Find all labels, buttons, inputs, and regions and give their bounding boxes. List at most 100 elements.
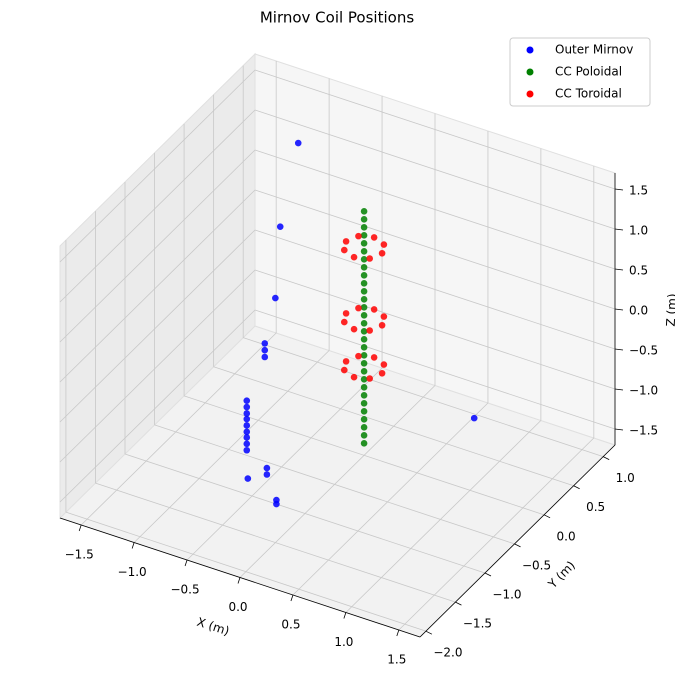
data-point — [360, 224, 368, 231]
tick-mark — [603, 456, 610, 460]
data-point — [261, 346, 269, 354]
tick-mark — [396, 629, 400, 637]
data-point — [243, 410, 251, 417]
data-point — [360, 328, 368, 335]
grid-line — [80, 332, 277, 526]
z-tick-label: 1.5 — [629, 184, 648, 198]
x-tick-label: 1.0 — [334, 635, 353, 649]
data-point — [355, 232, 362, 240]
tick-mark — [425, 630, 433, 635]
data-point — [360, 424, 368, 431]
data-point — [378, 321, 386, 329]
data-point — [243, 434, 251, 441]
y-tick-label: −0.5 — [522, 558, 551, 572]
data-point — [272, 294, 279, 302]
grid-line — [213, 366, 574, 487]
legend-marker — [526, 46, 534, 54]
z-tick-label: −1.5 — [629, 424, 658, 438]
grid-line — [59, 109, 256, 303]
data-point — [355, 304, 362, 312]
data-point — [378, 249, 386, 257]
data-point — [366, 327, 374, 334]
legend: Outer Mirnov CC Poloidal CC Toroidal — [509, 37, 651, 107]
data-point — [350, 373, 358, 381]
data-point — [366, 255, 374, 262]
z-axis-label: Z (m) — [664, 293, 675, 327]
grid-line — [254, 69, 616, 190]
data-point — [243, 428, 251, 436]
data-point — [360, 384, 368, 391]
data-point — [380, 241, 388, 248]
data-point — [360, 320, 368, 327]
data-point — [360, 376, 368, 383]
x-tick-label: −1.0 — [118, 565, 147, 579]
data-point — [263, 471, 271, 478]
data-point — [370, 354, 378, 361]
data-point — [342, 358, 350, 365]
data-point — [360, 296, 368, 303]
data-point — [360, 232, 368, 239]
y-tick-label: 1.0 — [616, 471, 635, 485]
grid-line — [254, 149, 616, 270]
grid-line — [124, 453, 486, 574]
x-tick-label: 1.5 — [387, 653, 406, 667]
x-tick-label: −0.5 — [170, 583, 199, 597]
legend-label: CC Poloidal — [555, 65, 622, 79]
data-point — [261, 353, 269, 361]
data-point — [355, 352, 362, 360]
data-point — [380, 313, 388, 320]
tick-mark — [290, 594, 294, 602]
tick-mark — [614, 228, 624, 231]
tick-mark — [514, 543, 521, 548]
data-point — [244, 475, 252, 482]
grid-line — [292, 402, 489, 596]
tick-mark — [614, 188, 624, 191]
tick-mark — [131, 542, 135, 549]
tick-mark — [614, 388, 624, 391]
tick-mark — [573, 485, 580, 490]
y-tick-label: 0.0 — [557, 529, 576, 543]
z-tick-label: 0.5 — [629, 264, 648, 278]
grid-line — [65, 511, 427, 632]
tick-mark — [184, 559, 188, 567]
data-point — [360, 440, 368, 447]
tick-mark — [78, 524, 82, 532]
y-tick-label: −1.0 — [492, 588, 521, 602]
x-tick-label: 0.0 — [228, 600, 247, 614]
data-point — [360, 272, 368, 279]
data-point — [360, 288, 368, 295]
data-point — [342, 238, 350, 245]
z-tick-label: 0.0 — [629, 304, 648, 318]
grid-line — [345, 420, 542, 613]
data-point — [294, 139, 302, 147]
data-point — [380, 361, 388, 368]
tick-mark — [614, 308, 624, 311]
data-point — [360, 408, 368, 415]
chart-title: Mirnov Coil Positions — [260, 9, 414, 27]
data-point — [350, 253, 358, 261]
data-point — [360, 360, 368, 367]
tick-mark — [614, 428, 624, 431]
data-point — [470, 414, 478, 422]
data-point — [360, 352, 368, 359]
data-point — [243, 422, 251, 429]
data-point — [360, 392, 368, 399]
data-point — [360, 368, 368, 375]
data-point — [378, 369, 386, 377]
tick-mark — [614, 268, 624, 271]
legend-label: CC Toroidal — [555, 87, 622, 101]
data-point — [360, 336, 368, 343]
grid-line — [133, 350, 330, 543]
data-point — [243, 397, 251, 404]
data-point — [263, 464, 271, 472]
grid-line — [183, 395, 545, 516]
data-point — [273, 500, 280, 508]
data-point — [360, 400, 368, 407]
y-tick-label: −1.5 — [463, 617, 492, 631]
tick-mark — [455, 601, 462, 606]
data-point — [360, 264, 368, 271]
z-tick-label: −1.0 — [629, 384, 658, 398]
data-point — [366, 375, 374, 382]
tick-mark — [484, 572, 492, 577]
